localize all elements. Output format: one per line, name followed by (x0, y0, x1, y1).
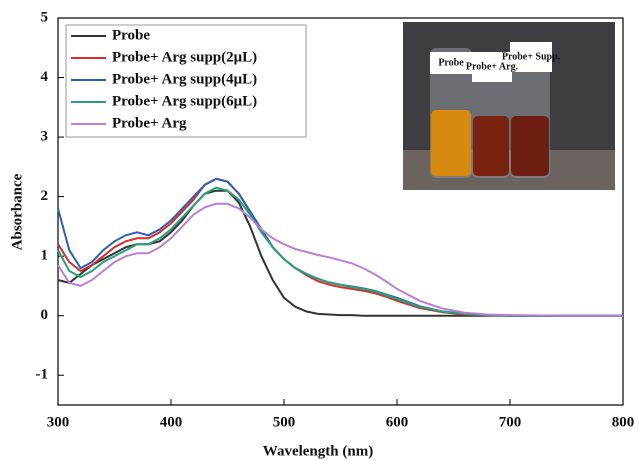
legend-label: Probe+ Arg supp(4μL) (112, 71, 257, 87)
y-tick-label: -1 (36, 367, 49, 383)
x-tick-label: 800 (612, 414, 635, 430)
inset-photo (403, 22, 615, 190)
y-tick-label: 1 (41, 248, 49, 264)
x-tick-label: 700 (499, 414, 522, 430)
series-line (57, 189, 623, 317)
series-line (57, 177, 623, 317)
x-axis-label: Wavelength (nm) (263, 443, 373, 459)
legend-label: Probe+ Arg (112, 115, 187, 131)
x-tick-label: 500 (273, 414, 296, 430)
inset-label: Probe (438, 57, 464, 68)
y-tick-label: 3 (41, 129, 49, 145)
y-tick-label: 2 (41, 188, 49, 204)
series-line (57, 202, 623, 317)
legend-label: Probe+ Arg supp(6μL) (112, 93, 257, 109)
y-axis-label: Absorbance (9, 173, 25, 250)
x-tick-label: 600 (386, 414, 409, 430)
y-tick-label: 5 (41, 9, 49, 25)
series-line (57, 177, 623, 317)
inset-label: Probe+ Arg. (466, 61, 519, 72)
inset-label: Probe+ Supp. (502, 51, 561, 62)
x-tick-label: 400 (160, 414, 183, 430)
series-line (57, 186, 623, 317)
y-tick-label: 4 (41, 69, 49, 85)
x-tick-label: 300 (47, 414, 70, 430)
legend-label: Probe (112, 27, 150, 43)
legend-label: Probe+ Arg supp(2μL) (112, 49, 257, 65)
y-tick-label: 0 (41, 307, 49, 323)
